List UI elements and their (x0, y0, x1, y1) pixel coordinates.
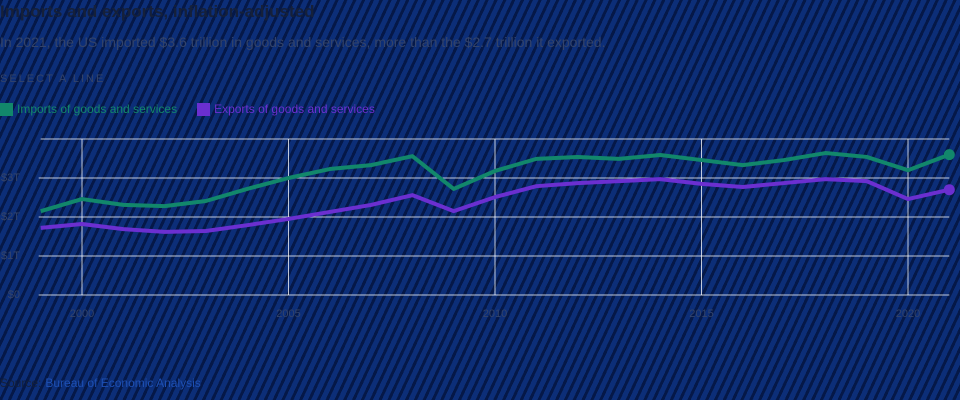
series-line (40, 177, 950, 234)
y-tick-label: $3T (1, 172, 20, 184)
legend-item[interactable]: Imports of goods and services (0, 102, 177, 116)
x-tick-label: 2020 (896, 308, 920, 320)
chart-subtitle: In 2021, the US imported $3.6 trillion i… (0, 34, 606, 50)
chart-title: Imports and exports, inflation-adjusted (0, 2, 315, 21)
instruction: SELECT A LINE (0, 73, 106, 85)
x-tick-label: 2005 (276, 308, 300, 320)
legend-label: Imports of goods and services (17, 102, 178, 116)
legend-swatch (197, 102, 211, 116)
y-tick-label: $2T (1, 211, 20, 223)
source: Source: Bureau of Economic Analysis (0, 376, 201, 390)
legend-label: Exports of goods and services (214, 102, 375, 116)
legend-item[interactable]: Exports of goods and services (197, 102, 375, 116)
legend-swatch (0, 102, 13, 116)
x-tick-label: 2010 (483, 308, 507, 320)
source-link[interactable]: Bureau of Economic Analysis (45, 376, 201, 390)
series-line (40, 151, 951, 214)
end-dot (943, 149, 955, 161)
y-tick-label: $0 (8, 289, 20, 301)
end-dot (943, 184, 955, 196)
x-tick-label: 2000 (70, 308, 94, 320)
legend: Imports of goods and services Exports of … (0, 102, 375, 116)
source-label: Source: (0, 376, 42, 390)
x-tick-label: 2015 (689, 308, 713, 320)
y-tick-label: $1T (1, 250, 20, 262)
